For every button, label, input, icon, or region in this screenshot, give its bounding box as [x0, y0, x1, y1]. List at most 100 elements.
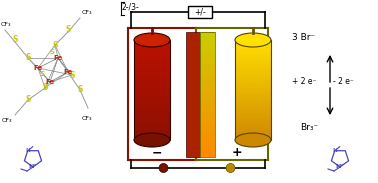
Bar — [235, 57, 271, 60]
Text: S: S — [52, 40, 58, 49]
Bar — [235, 98, 271, 100]
Text: CF₃: CF₃ — [82, 10, 93, 16]
Text: Br₃⁻: Br₃⁻ — [300, 124, 318, 132]
Bar — [200, 36, 215, 40]
Bar — [235, 63, 271, 65]
Bar — [235, 122, 271, 125]
Bar — [134, 40, 170, 140]
Text: 3 Br⁻: 3 Br⁻ — [292, 33, 315, 42]
Text: CF₃: CF₃ — [82, 115, 93, 120]
Bar — [235, 107, 271, 110]
Text: S: S — [12, 36, 18, 44]
Bar — [200, 124, 215, 128]
Bar — [134, 72, 170, 75]
Text: N⁺: N⁺ — [29, 165, 37, 169]
Bar — [235, 55, 271, 57]
Bar — [134, 115, 170, 117]
Bar — [134, 105, 170, 107]
Bar — [200, 49, 215, 53]
Text: N: N — [332, 148, 337, 153]
Bar — [235, 48, 271, 50]
Bar — [200, 132, 215, 136]
Bar — [200, 115, 215, 119]
Bar — [235, 68, 271, 70]
Bar — [134, 102, 170, 105]
Bar — [200, 94, 215, 99]
Text: N⁺: N⁺ — [336, 165, 344, 169]
Text: S: S — [39, 71, 45, 77]
Bar — [134, 100, 170, 102]
Bar — [235, 70, 271, 72]
Text: S: S — [42, 83, 48, 92]
Bar — [200, 86, 215, 90]
Text: Fe: Fe — [64, 69, 73, 75]
Bar — [134, 53, 170, 55]
Bar — [134, 68, 170, 70]
Bar — [134, 40, 170, 42]
Bar — [134, 130, 170, 132]
Bar — [134, 45, 170, 48]
Bar — [200, 70, 215, 74]
Text: S: S — [69, 70, 75, 79]
Bar — [134, 113, 170, 115]
Text: S: S — [25, 53, 31, 63]
Bar — [235, 95, 271, 98]
Bar — [235, 72, 271, 75]
Bar — [134, 122, 170, 125]
Bar — [235, 77, 271, 80]
Bar — [186, 32, 200, 157]
Bar — [235, 117, 271, 120]
Bar — [134, 63, 170, 65]
Bar — [200, 99, 215, 103]
Bar — [134, 48, 170, 50]
Text: + 2 e⁻: + 2 e⁻ — [292, 77, 316, 87]
Bar — [134, 137, 170, 140]
Bar — [134, 85, 170, 87]
Bar — [200, 53, 215, 57]
Text: - 2 e⁻: - 2 e⁻ — [333, 77, 354, 87]
Bar — [200, 128, 215, 132]
Bar — [235, 80, 271, 83]
Text: +/-: +/- — [194, 8, 206, 16]
Bar — [235, 40, 271, 140]
Bar — [235, 53, 271, 55]
Bar — [134, 57, 170, 60]
Text: Fe: Fe — [33, 65, 43, 71]
Bar — [235, 120, 271, 122]
Bar — [200, 145, 215, 149]
Bar — [134, 92, 170, 95]
Bar — [235, 45, 271, 48]
Bar — [134, 120, 170, 122]
Text: Fe: Fe — [45, 79, 55, 85]
Bar — [134, 60, 170, 63]
Bar — [134, 117, 170, 120]
Text: +: + — [232, 147, 242, 160]
Ellipse shape — [134, 133, 170, 147]
Text: S: S — [77, 85, 83, 94]
Bar — [200, 40, 215, 44]
Bar — [235, 85, 271, 87]
Bar — [235, 42, 271, 45]
Bar — [235, 90, 271, 92]
Bar — [134, 135, 170, 137]
Bar — [235, 102, 271, 105]
Bar — [235, 40, 271, 42]
Bar — [235, 83, 271, 85]
Text: S: S — [65, 25, 71, 35]
Bar — [134, 98, 170, 100]
Bar — [200, 57, 215, 61]
Text: 2-/3-: 2-/3- — [122, 3, 140, 12]
Text: N: N — [25, 148, 30, 153]
Bar — [134, 80, 170, 83]
Bar — [134, 128, 170, 130]
Bar — [134, 95, 170, 98]
Bar — [134, 50, 170, 53]
Bar — [134, 110, 170, 113]
Bar — [134, 42, 170, 45]
Ellipse shape — [235, 33, 271, 47]
Bar — [235, 110, 271, 113]
Bar — [200, 119, 215, 124]
Bar — [134, 75, 170, 77]
Bar — [200, 136, 215, 140]
Bar — [200, 78, 215, 82]
